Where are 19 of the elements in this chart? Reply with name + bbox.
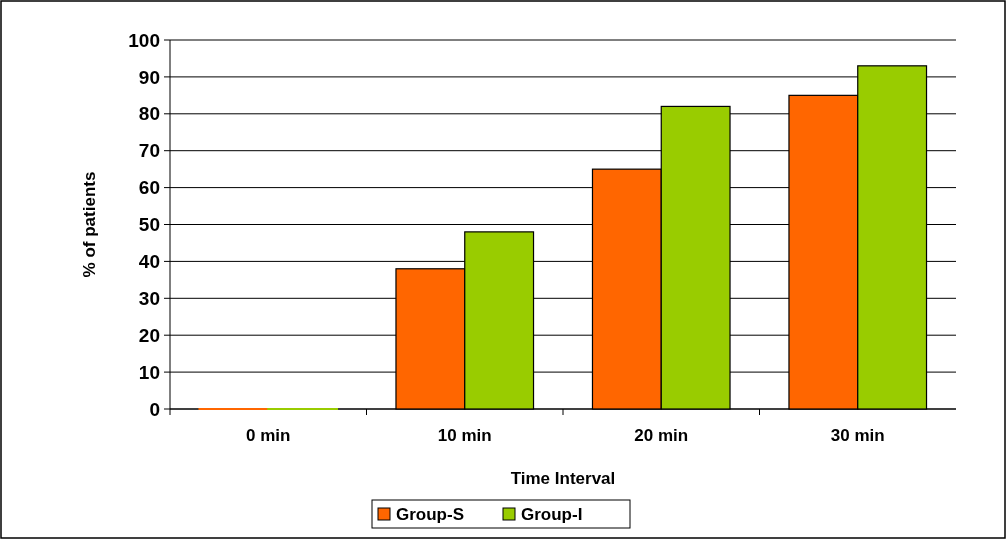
x-tick-label: 20 min [634, 426, 689, 445]
x-axis-title: Time Interval [510, 469, 616, 488]
x-tick-label: 0 min [246, 426, 291, 445]
legend-label: Group-I [521, 504, 583, 524]
y-tick-label: 50 [138, 214, 160, 236]
x-tick-label: 10 min [437, 426, 492, 445]
x-tick-label: 30 min [830, 426, 885, 445]
y-tick-label: 90 [138, 66, 160, 88]
y-tick-label: 20 [138, 324, 160, 346]
legend-label: Group-S [396, 504, 464, 524]
y-tick-label: 80 [138, 103, 160, 125]
y-tick-label: 100 [128, 29, 160, 51]
y-axis-title: % of patients [80, 171, 99, 278]
y-tick-label: 30 [138, 287, 160, 309]
y-tick-label: 10 [138, 361, 160, 383]
y-tick-label: 60 [138, 177, 160, 199]
y-tick-label: 0 [149, 398, 160, 420]
y-tick-label: 40 [138, 251, 160, 273]
y-tick-label: 70 [138, 140, 160, 162]
